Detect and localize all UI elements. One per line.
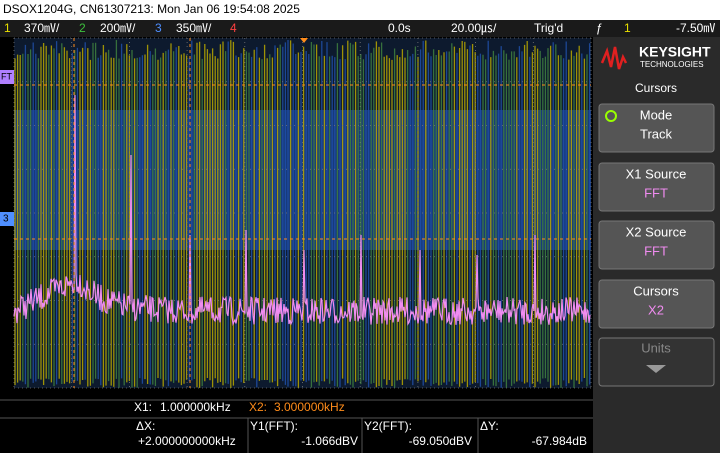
ch3-marker-label: 3 bbox=[3, 214, 9, 225]
delay: 0.0s bbox=[388, 21, 411, 35]
title-bar bbox=[0, 0, 720, 20]
ch2-number: 2 bbox=[79, 21, 86, 35]
softkey-label: Units bbox=[641, 340, 671, 355]
timebase: 20.00㎲/ bbox=[451, 21, 497, 35]
logo-mark bbox=[600, 46, 628, 70]
softkey-label: Mode bbox=[640, 107, 673, 122]
ch3-number: 3 bbox=[155, 21, 162, 35]
y1-label: Y1(FFT): bbox=[250, 419, 298, 433]
dx-value: +2.000000000kHz bbox=[138, 434, 236, 448]
trigger-source: 1 bbox=[624, 21, 631, 35]
softkey[interactable] bbox=[598, 279, 715, 329]
ch3-marker bbox=[0, 212, 14, 226]
softkey-value: FFT bbox=[644, 243, 668, 258]
softkey-value: FFT bbox=[644, 185, 668, 200]
softkey-value: X2 bbox=[648, 302, 664, 317]
brand: KEYSIGHT bbox=[639, 44, 711, 60]
trigger-state: Trig'd bbox=[534, 21, 563, 35]
trigger-slope: ƒ bbox=[596, 21, 603, 35]
menu-title: Cursors bbox=[635, 81, 677, 95]
ch2-scale: 200㎷/ bbox=[100, 21, 136, 35]
dy-label: ΔY: bbox=[480, 419, 499, 433]
softkey-label: X1 Source bbox=[626, 166, 687, 181]
dx-label: ΔX: bbox=[136, 419, 155, 433]
x1-value: 1.000000kHz bbox=[160, 400, 231, 414]
softkey[interactable] bbox=[598, 162, 715, 212]
x2-value: 3.000000kHz bbox=[274, 400, 345, 414]
dy-value: -67.984dB bbox=[532, 434, 587, 448]
softkey-arrow bbox=[646, 365, 666, 373]
traces bbox=[13, 37, 592, 389]
fft-marker bbox=[0, 70, 14, 84]
softkey bbox=[598, 337, 715, 387]
y2-label: Y2(FFT): bbox=[364, 419, 412, 433]
y1-value: -1.066dBV bbox=[301, 434, 358, 448]
softkey[interactable] bbox=[598, 103, 715, 153]
y2-value: -69.050dBV bbox=[409, 434, 472, 448]
softkey-label: X2 Source bbox=[626, 224, 687, 239]
title: DSOX1204G, CN61307213: Mon Jan 06 19:54:… bbox=[3, 2, 300, 16]
ch4-number: 4 bbox=[230, 21, 237, 35]
fft-marker-label: FT bbox=[1, 71, 12, 81]
ch1-scale: 370㎷/ bbox=[24, 21, 60, 35]
x1-label: X1: bbox=[134, 400, 152, 414]
ch3-scale: 350㎷/ bbox=[176, 21, 212, 35]
trigger-position bbox=[300, 38, 308, 43]
x2-label: X2: bbox=[249, 400, 267, 414]
softkeys: Mode Track X1 Source FFT X2 Source FFT Cursors… bbox=[598, 103, 715, 387]
status-bar bbox=[0, 20, 720, 37]
softkey-value: Track bbox=[640, 126, 673, 141]
brand-sub: TECHNOLOGIES bbox=[640, 60, 704, 69]
softkey-icon bbox=[605, 110, 617, 122]
trigger-level: -7.50㎷ bbox=[676, 21, 715, 35]
softkey-label: Cursors bbox=[633, 283, 679, 298]
ch1-number: 1 bbox=[4, 21, 11, 35]
fft-trace bbox=[13, 94, 591, 327]
softkey[interactable] bbox=[598, 220, 715, 270]
